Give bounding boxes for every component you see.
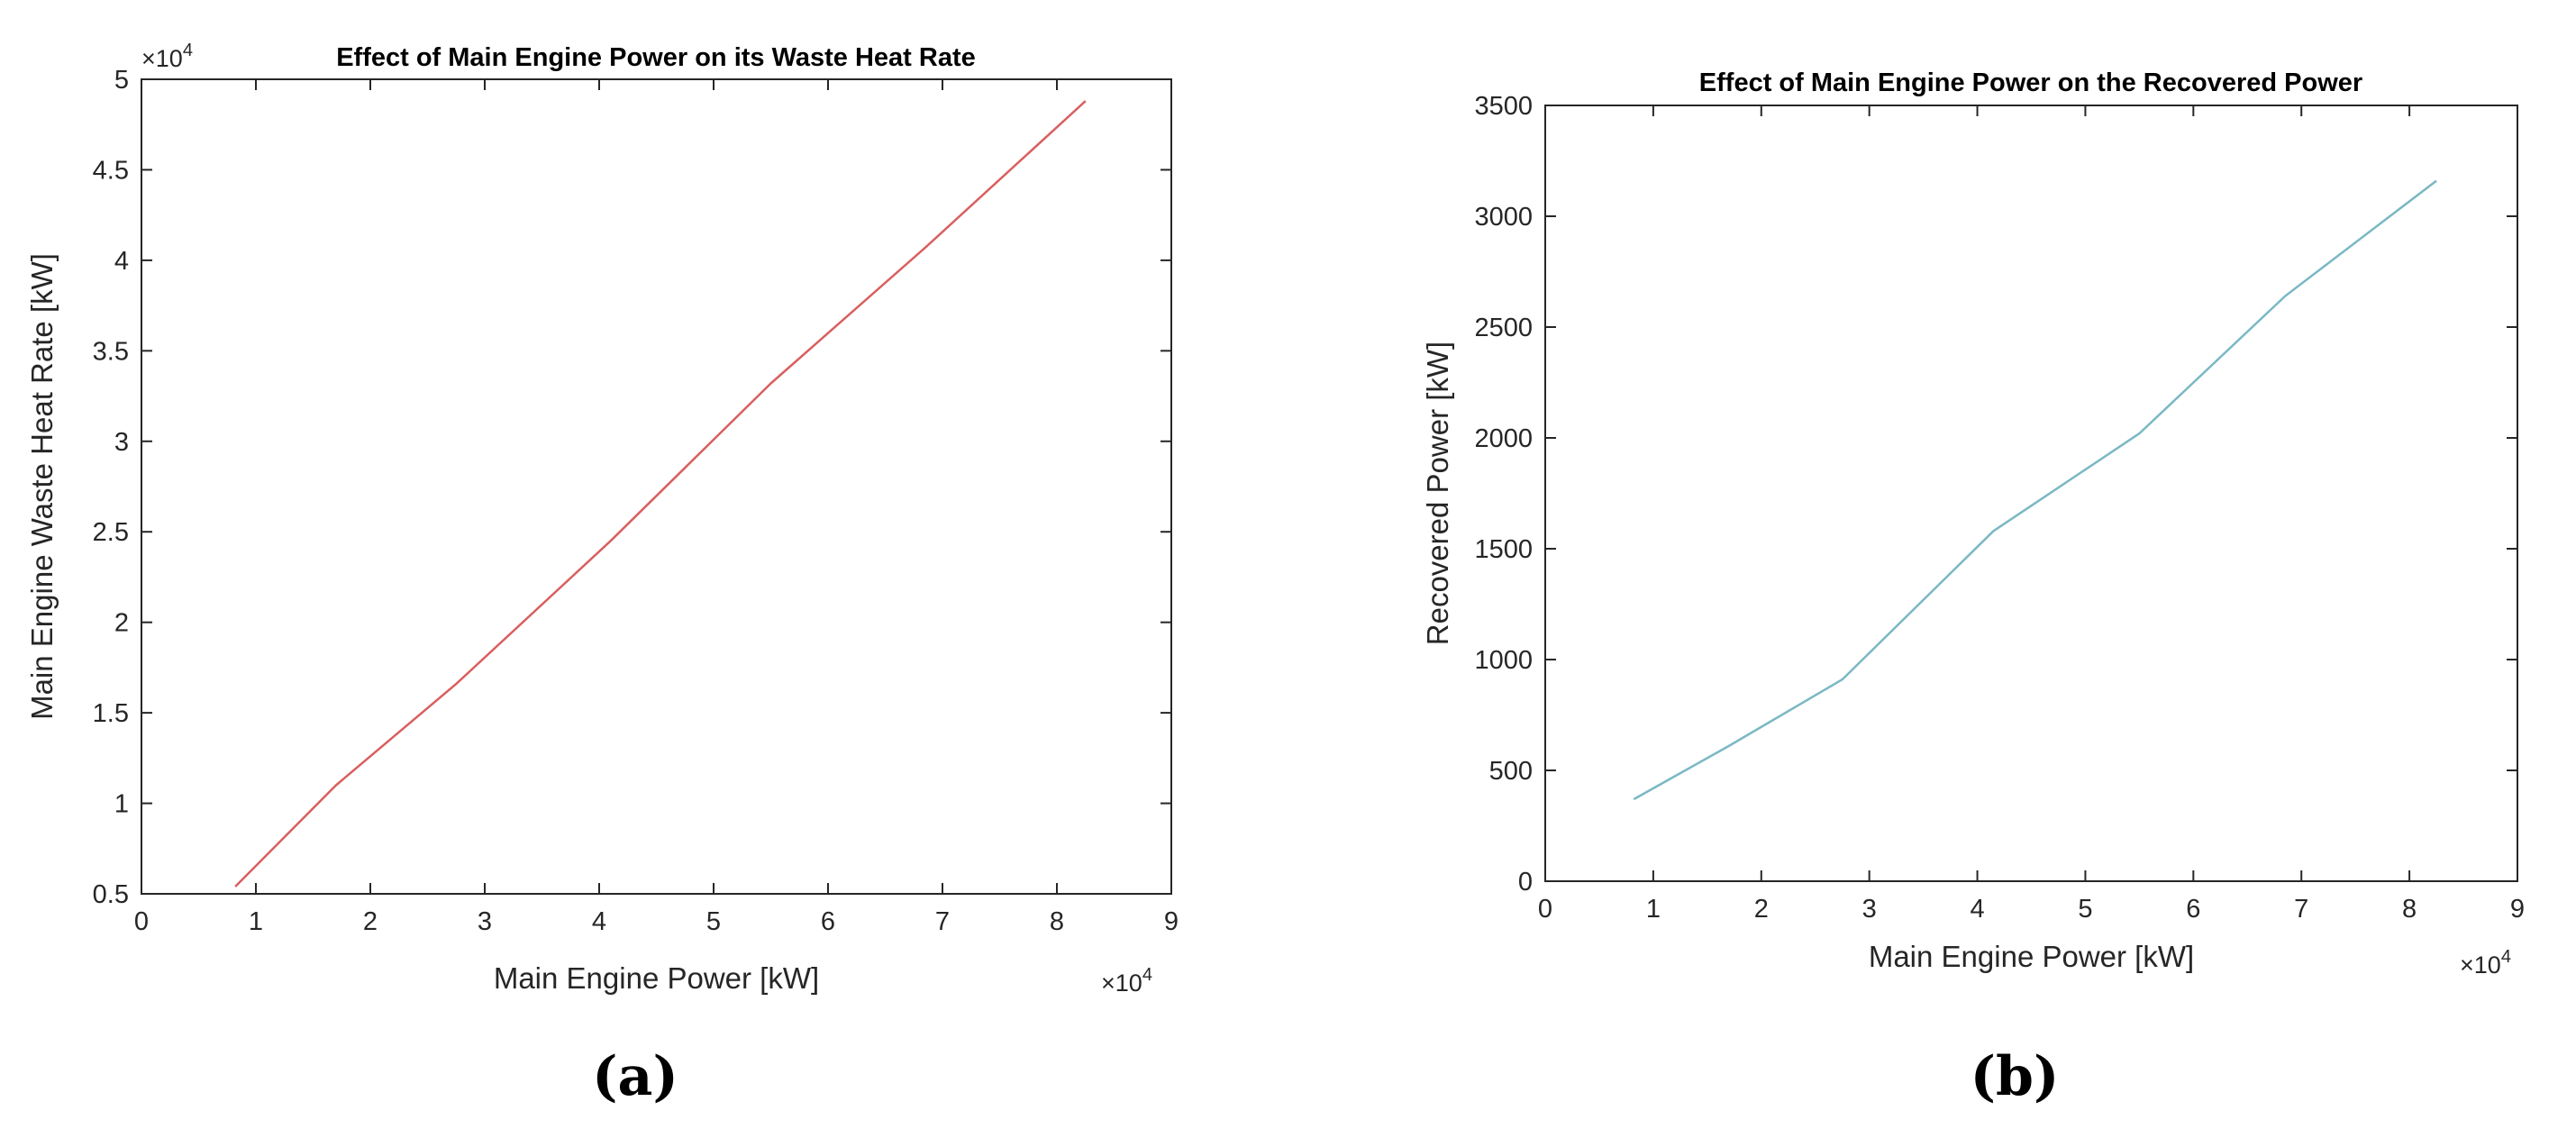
y-tick-label: 0.5: [93, 880, 129, 909]
chart-title: Effect of Main Engine Power on its Waste…: [336, 43, 976, 72]
x-tick-label: 7: [935, 907, 950, 936]
y-tick-label: 2000: [1474, 424, 1533, 453]
x-axis-multiplier: ×104: [2460, 947, 2511, 979]
x-tick-label: 7: [2294, 895, 2308, 924]
x-tick-label: 8: [2402, 895, 2417, 924]
x-tick-label: 0: [134, 907, 149, 936]
x-tick-label: 4: [592, 907, 606, 936]
y-tick-label: 1500: [1474, 535, 1533, 564]
plot-area: [141, 78, 1172, 895]
y-axis-multiplier: ×104: [141, 41, 193, 72]
x-multiplier-base: ×10: [1101, 970, 1142, 997]
x-tick-label: 8: [1050, 907, 1064, 936]
x-tick-label: 0: [1538, 895, 1552, 924]
y-tick-label: 0: [1518, 868, 1533, 897]
y-tick-label: 4.5: [93, 156, 129, 185]
x-tick-label: 6: [821, 907, 835, 936]
x-tick-label: 1: [249, 907, 263, 936]
chart-a: 0 1 2 3 4 5 6 7 8 9 0.5 1 1.5 2 2.5 3 3.5 4 4.5 5 Effect of …: [25, 41, 1179, 1108]
y-axis-label: Main Engine Waste Heat Rate [kW]: [25, 253, 59, 720]
x-multiplier-base: ×10: [2460, 951, 2501, 979]
y-tick-label: 4: [114, 247, 129, 276]
x-tick-label: 2: [363, 907, 378, 936]
x-axis-label: Main Engine Power [kW]: [1869, 940, 2194, 973]
plot-area: [1544, 105, 2518, 882]
x-tick-label: 5: [706, 907, 721, 936]
series-line-a-0: [234, 100, 1087, 888]
y-tick-label: 1.5: [93, 699, 129, 728]
series-line-b-0: [1633, 179, 2437, 801]
y-tick-label: 500: [1489, 757, 1533, 786]
x-tick-label: 4: [1970, 895, 1984, 924]
x-multiplier-exponent: 4: [1142, 965, 1152, 985]
y-tick-label: 2.5: [93, 518, 129, 547]
y-multiplier-exponent: 4: [183, 41, 193, 60]
x-tick-label: 6: [2186, 895, 2200, 924]
chart-b: 0 1 2 3 4 5 6 7 8 9 0 500 1000 1500 2000 2500 3000 3500 Ef…: [1421, 68, 2525, 1108]
panel-label: (b): [1971, 1045, 2060, 1108]
y-tick-label: 3.5: [93, 337, 129, 366]
y-tick-label: 3: [114, 428, 129, 457]
y-tick-label: 1: [114, 790, 129, 819]
y-tick-label: 5: [114, 66, 129, 95]
y-tick-label: 2: [114, 609, 129, 638]
x-multiplier-exponent: 4: [2501, 947, 2511, 967]
x-tick-label: 9: [2510, 895, 2525, 924]
x-tick-label: 3: [478, 907, 492, 936]
panel-label: (a): [592, 1045, 678, 1108]
x-tick-label: 3: [1862, 895, 1877, 924]
chart-title: Effect of Main Engine Power on the Recov…: [1699, 68, 2362, 97]
y-tick-label: 2500: [1474, 314, 1533, 342]
y-tick-label: 3000: [1474, 203, 1533, 232]
x-tick-label: 5: [2078, 895, 2092, 924]
x-axis-multiplier: ×104: [1101, 965, 1152, 997]
x-tick-label: 9: [1164, 907, 1179, 936]
x-tick-label: 2: [1754, 895, 1769, 924]
y-multiplier-base: ×10: [141, 45, 183, 72]
y-tick-label: 3500: [1474, 92, 1533, 121]
x-tick-label: 1: [1646, 895, 1661, 924]
y-axis-label: Recovered Power [kW]: [1421, 341, 1454, 645]
y-tick-label: 1000: [1474, 646, 1533, 675]
x-axis-label: Main Engine Power [kW]: [494, 961, 819, 995]
